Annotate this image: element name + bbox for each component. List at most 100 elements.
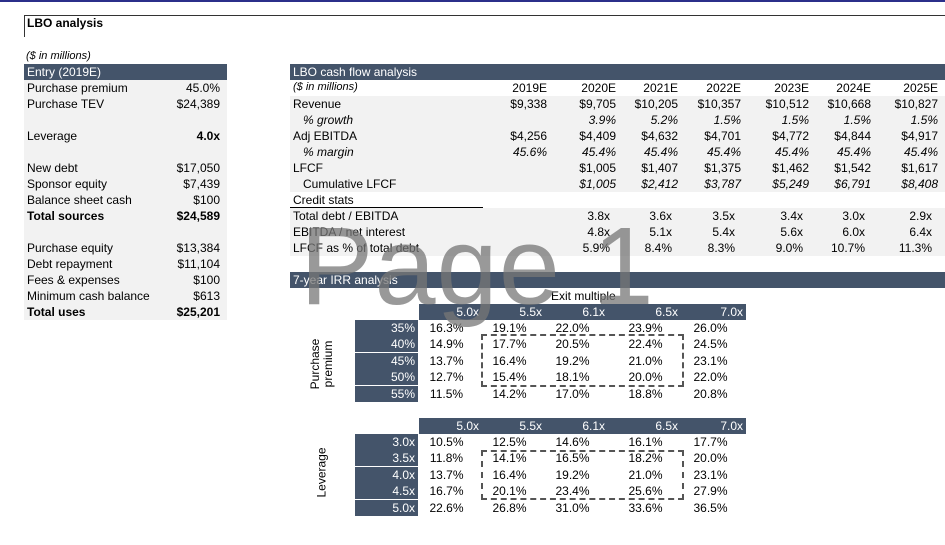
irr-cell: 22.0% xyxy=(693,370,728,385)
irr-cell: 26.0% xyxy=(693,321,728,335)
entry-value: $13,384 xyxy=(176,241,220,255)
cashflow-header: LBO cash flow analysis xyxy=(290,64,945,80)
row-background xyxy=(290,224,945,240)
entry-panel xyxy=(24,80,227,320)
top-rule xyxy=(0,0,945,2)
credit-row-label: LFCF as % of total debt xyxy=(293,241,420,255)
irr-highlight-box-2 xyxy=(481,450,684,500)
credit-cell: 10.7% xyxy=(830,241,865,255)
irr-cell: 23.1% xyxy=(693,353,728,368)
irr-cell: 16.3% xyxy=(429,321,464,335)
irr-cell: 18.1% xyxy=(555,370,590,385)
irr-cell: 14.6% xyxy=(555,435,590,449)
cashflow-cell xyxy=(487,112,547,128)
irr-cell: 24.5% xyxy=(693,337,728,352)
irr-cell: 14.1% xyxy=(492,451,527,466)
irr-cell: 22.0% xyxy=(555,321,590,335)
cashflow-cell: $1,462 xyxy=(772,161,809,175)
cashflow-cell: $1,005 xyxy=(579,161,616,175)
irr-row-label: 55% xyxy=(355,385,418,402)
irr-cell: 22.4% xyxy=(628,337,663,352)
irr-cell: 22.6% xyxy=(429,500,464,515)
cashflow-row-label: Adj EBITDA xyxy=(293,129,358,143)
entry-label: Total uses xyxy=(27,305,86,319)
exit-multiple-header: 5.5x xyxy=(482,304,545,320)
irr-cell: 11.5% xyxy=(429,386,464,401)
cashflow-cell: $1,407 xyxy=(641,161,678,175)
cashflow-cell xyxy=(487,160,547,176)
cashflow-cell: $10,827 xyxy=(894,97,938,111)
cashflow-cell: $2,412 xyxy=(641,177,678,191)
irr-cell: 17.0% xyxy=(555,386,590,401)
irr-cell: 17.7% xyxy=(492,337,527,352)
axis-label-line2: premium xyxy=(321,340,335,388)
entry-header: Entry (2019E) xyxy=(24,64,227,80)
entry-value: $24,389 xyxy=(176,97,220,111)
exit-multiple-header: 7.0x xyxy=(683,304,746,320)
irr-row-label: 4.0x xyxy=(355,466,418,483)
credit-cell: 6.0x xyxy=(842,225,865,239)
entry-label: Purchase equity xyxy=(27,241,114,255)
entry-value: $613 xyxy=(193,289,220,303)
row-background xyxy=(290,112,945,128)
irr-cell: 14.9% xyxy=(429,337,464,352)
irr-cell: 19.2% xyxy=(555,467,590,482)
row-background xyxy=(290,176,945,192)
year-header: 2022E xyxy=(706,81,741,95)
irr-row-label: 40% xyxy=(355,336,418,353)
irr-cell: 13.7% xyxy=(429,467,464,482)
irr-cell: 25.6% xyxy=(628,484,663,499)
credit-row-label: EBITDA / net interest xyxy=(293,225,406,239)
irr-cell: 23.9% xyxy=(628,321,663,335)
cashflow-cell: $10,512 xyxy=(765,97,809,111)
cashflow-cell: $4,772 xyxy=(772,129,809,143)
credit-cell: 6.4x xyxy=(909,225,932,239)
irr-cell: 20.8% xyxy=(693,386,728,401)
irr-cell: 15.4% xyxy=(492,370,527,385)
exit-multiple-header: 6.1x xyxy=(545,304,608,320)
cashflow-cell xyxy=(487,176,547,192)
units-note: ($ in millions) xyxy=(26,50,91,62)
exit-multiple-header: 7.0x xyxy=(683,418,746,434)
cashflow-cell: $10,357 xyxy=(697,97,741,111)
exit-multiple-label: Exit multiple xyxy=(551,289,616,303)
irr-cell: 11.8% xyxy=(429,451,464,466)
cashflow-cell: $8,408 xyxy=(901,177,938,191)
entry-value: $24,589 xyxy=(176,209,220,223)
irr-cell: 16.4% xyxy=(492,467,527,482)
credit-row-label: Total debt / EBITDA xyxy=(293,209,399,223)
cashflow-cell: 45.6% xyxy=(512,145,547,159)
cashflow-cell: 45.4% xyxy=(581,145,616,159)
irr-cell: 18.2% xyxy=(628,451,663,466)
irr-cell: 12.7% xyxy=(429,370,464,385)
title-frame xyxy=(24,15,945,37)
credit-cell: 4.8x xyxy=(587,225,610,239)
cashflow-cell: $9,705 xyxy=(579,97,616,111)
purchase-premium-axis-label: Purchase premium xyxy=(308,334,335,394)
cashflow-cell: $4,409 xyxy=(579,129,616,143)
cashflow-cell: 45.4% xyxy=(643,145,678,159)
cashflow-cell: $10,205 xyxy=(634,97,678,111)
credit-stats-underline xyxy=(290,207,483,208)
entry-label: New debt xyxy=(27,161,78,175)
entry-value: 45.0% xyxy=(185,81,220,95)
row-background xyxy=(290,208,945,224)
cashflow-cell: $9,338 xyxy=(510,97,547,111)
cashflow-row-label: % margin xyxy=(303,145,354,159)
exit-multiple-header: 5.0x xyxy=(419,304,482,320)
entry-value: $100 xyxy=(193,193,220,207)
page-title: LBO analysis xyxy=(27,16,104,30)
credit-cell: 5.4x xyxy=(712,225,735,239)
entry-label: Total sources xyxy=(27,209,105,223)
exit-multiple-header: 5.0x xyxy=(419,418,482,434)
irr-row-label: 45% xyxy=(355,352,418,369)
cashflow-cell: $1,542 xyxy=(834,161,871,175)
irr-row-label: 50% xyxy=(355,369,418,386)
credit-cell: 3.6x xyxy=(649,209,672,223)
credit-cell: 3.8x xyxy=(587,209,610,223)
irr-cell: 19.2% xyxy=(555,353,590,368)
credit-cell: 5.6x xyxy=(780,225,803,239)
row-background xyxy=(290,240,945,256)
irr-cell: 26.8% xyxy=(492,500,527,515)
credit-cell xyxy=(481,240,541,256)
